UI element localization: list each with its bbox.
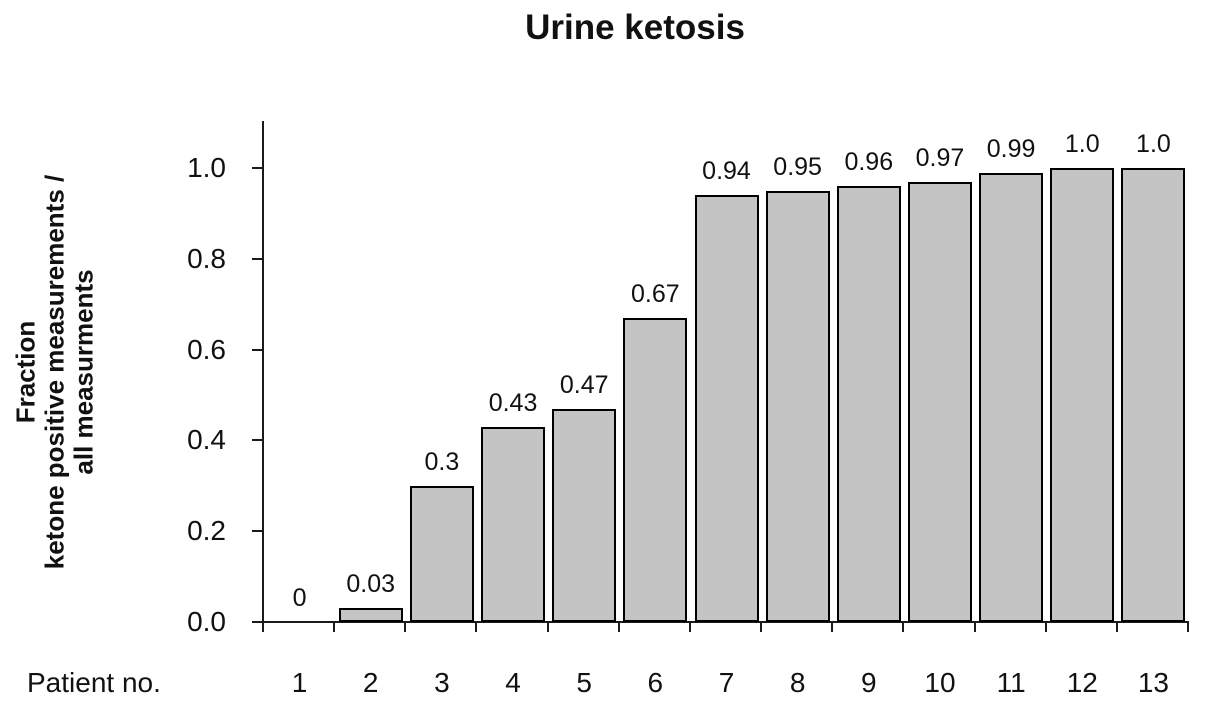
y-tick-label: 0.4 xyxy=(187,424,226,456)
y-tick-label: 0.8 xyxy=(187,242,226,274)
bar xyxy=(836,186,901,622)
y-tick xyxy=(252,167,262,169)
bar xyxy=(338,608,403,622)
x-category-label: 2 xyxy=(362,667,379,698)
x-tick xyxy=(760,622,763,632)
x-category-label: 7 xyxy=(718,667,735,698)
bar xyxy=(1121,168,1186,622)
y-tick-label: 0.0 xyxy=(187,606,226,637)
x-category-label: 3 xyxy=(434,667,450,698)
x-category-label: 13 xyxy=(1137,667,1169,698)
y-tick xyxy=(252,257,262,260)
bar xyxy=(765,190,830,622)
x-tick xyxy=(617,622,620,632)
x-tick xyxy=(262,622,264,632)
bar-value-label: 0.96 xyxy=(844,148,894,177)
y-axis-line xyxy=(262,121,264,623)
x-tick xyxy=(688,622,691,632)
bar xyxy=(552,408,617,622)
x-tick xyxy=(902,622,905,632)
x-category-label: 4 xyxy=(505,667,521,698)
x-tick xyxy=(475,622,478,632)
bar-value-label: 0.94 xyxy=(702,157,751,186)
x-axis-label: Patient no. xyxy=(27,667,161,698)
x-tick xyxy=(973,622,976,632)
x-category-label: 6 xyxy=(647,667,664,698)
x-category-label: 12 xyxy=(1066,667,1098,698)
y-tick xyxy=(252,348,262,351)
bar-value-label: 0.43 xyxy=(488,388,538,417)
x-category-label: 10 xyxy=(924,667,956,698)
x-tick xyxy=(831,622,834,632)
x-tick xyxy=(546,622,549,632)
bar xyxy=(623,317,688,622)
bar xyxy=(481,426,546,622)
x-category-label: 9 xyxy=(861,667,877,698)
y-tick-label: 1.0 xyxy=(187,152,226,183)
bar xyxy=(409,485,474,622)
y-tick xyxy=(252,439,262,442)
bar-value-label: 0.3 xyxy=(424,447,460,476)
bar xyxy=(694,195,759,622)
bar xyxy=(1050,168,1115,622)
x-tick xyxy=(1187,622,1189,632)
bar-value-label: 0.95 xyxy=(773,152,822,181)
bar-value-label: 1.0 xyxy=(1064,130,1100,158)
x-tick xyxy=(1115,622,1118,632)
y-tick-label: 0.2 xyxy=(187,515,226,547)
bar-value-label: 0.99 xyxy=(986,134,1036,163)
x-category-label: 1 xyxy=(291,667,308,698)
x-category-label: 5 xyxy=(576,667,592,698)
bar xyxy=(907,181,972,622)
x-tick xyxy=(404,622,407,632)
bar-value-label: 0 xyxy=(292,584,307,612)
y-tick xyxy=(252,621,262,623)
bar-value-label: 0.47 xyxy=(559,370,609,399)
chart-title: Urine ketosis xyxy=(525,8,745,47)
bar xyxy=(979,172,1044,622)
x-category-label: 11 xyxy=(996,667,1026,698)
x-axis-line xyxy=(262,621,1189,623)
bar-value-label: 1.0 xyxy=(1136,130,1171,158)
y-tick xyxy=(252,530,262,533)
bar-value-label: 0.03 xyxy=(346,570,396,599)
x-category-label: 8 xyxy=(789,667,806,698)
y-tick-label: 0.6 xyxy=(187,333,226,365)
bar-value-label: 0.97 xyxy=(915,143,965,172)
bar-value-label: 0.67 xyxy=(631,279,680,308)
x-tick xyxy=(333,622,336,632)
x-tick xyxy=(1044,622,1047,632)
